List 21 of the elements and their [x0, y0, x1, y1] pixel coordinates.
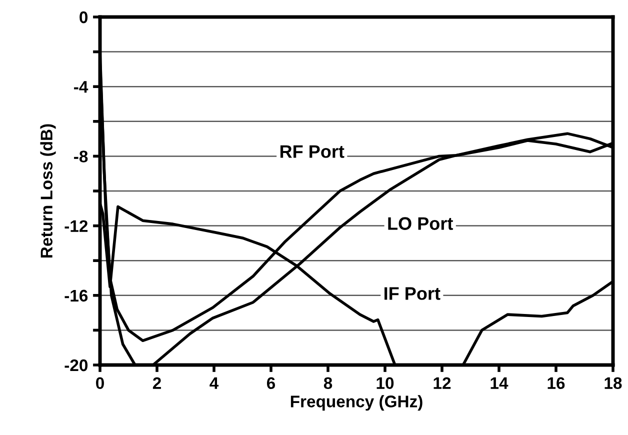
y-axis-title: Return Loss (dB)	[40, 124, 56, 258]
x-axis-title: Frequency (GHz)	[290, 395, 422, 411]
annotation: IF Port	[384, 287, 440, 300]
x-tick-label: 2	[152, 377, 161, 389]
x-tick-label: 16	[548, 377, 565, 390]
x-tick-label: 14	[490, 377, 508, 389]
x-tick-label: 4	[210, 377, 219, 389]
y-tick-label: -4	[74, 81, 88, 93]
x-tick-label: 6	[266, 377, 276, 390]
x-tick-label: 0	[96, 377, 104, 390]
annotation: LO Port	[388, 217, 453, 230]
y-tick-label: -8	[74, 150, 88, 162]
x-tick-label: 8	[324, 377, 332, 390]
y-tick-label: -16	[64, 290, 88, 302]
x-tick-label: 10	[376, 377, 394, 390]
y-tick-label: 0	[80, 11, 88, 24]
y-tick-label: -12	[64, 220, 88, 232]
x-tick-label: 12	[434, 377, 451, 389]
annotation: RF Port	[280, 145, 344, 158]
x-tick-label: 18	[604, 377, 622, 390]
y-tick-label: -20	[64, 359, 88, 372]
